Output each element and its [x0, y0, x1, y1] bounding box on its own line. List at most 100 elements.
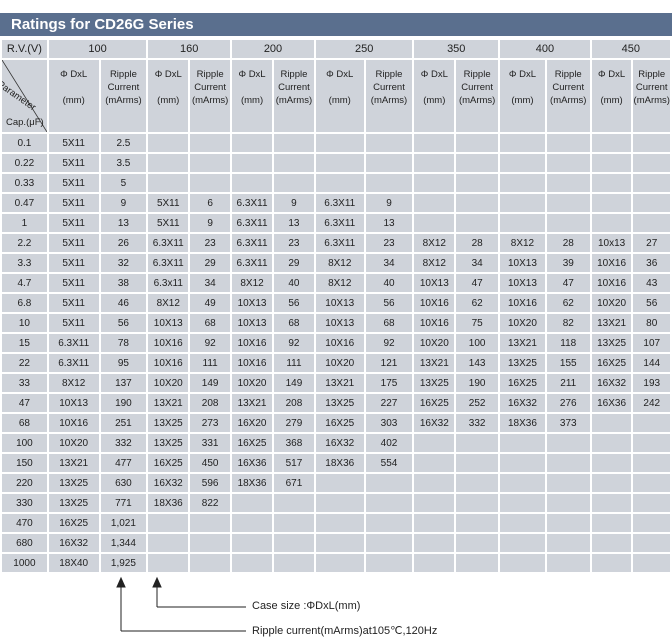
table-row: 470 16X25 1,021 — [2, 514, 670, 532]
ripple-current-cell — [633, 494, 670, 512]
ripple-current-cell — [633, 214, 670, 232]
case-size-cell: 5X11 — [48, 234, 99, 252]
case-size-cell — [591, 494, 632, 512]
ripple-current-cell: 276 — [546, 394, 590, 412]
ripple-current-cell: 9 — [100, 194, 147, 212]
voltage-header: 450 — [591, 40, 670, 58]
ripple-current-cell: 155 — [546, 354, 590, 372]
case-size-cell: 8X12 — [414, 254, 455, 272]
legend-ripple-current: Ripple current(mArms)at105℃,120Hz — [252, 625, 438, 637]
ripple-current-cell — [365, 474, 413, 492]
case-size-cell: 13X25 — [48, 474, 99, 492]
case-size-cell: 10X16 — [232, 334, 272, 352]
ripple-current-cell — [633, 534, 670, 552]
ripple-current-cell: 28 — [546, 234, 590, 252]
ripple-current-cell: 9 — [273, 194, 314, 212]
case-size-cell — [591, 134, 632, 152]
case-size-cell: 6.3X11 — [315, 214, 364, 232]
case-size-cell: 13X21 — [48, 454, 99, 472]
ripple-current-cell: 242 — [633, 394, 670, 412]
ripple-current-cell: 149 — [273, 374, 314, 392]
ripple-current-cell: 193 — [633, 374, 670, 392]
case-size-cell — [500, 514, 545, 532]
case-size-cell: 13X25 — [414, 374, 455, 392]
ripple-current-cell: 43 — [633, 274, 670, 292]
cap-value: 33 — [2, 374, 47, 392]
case-size-cell: 10X13 — [414, 274, 455, 292]
parameter-header-row: Parameter Cap.(μF) Φ DxL (mm) Ripple Current(… — [2, 60, 670, 132]
ripple-current-cell: 75 — [456, 314, 499, 332]
case-size-cell: 10x13 — [591, 234, 632, 252]
voltage-header: 350 — [414, 40, 499, 58]
ripple-current-cell — [546, 134, 590, 152]
ripple-current-cell: 279 — [273, 414, 314, 432]
case-size-cell: 13X21 — [232, 394, 272, 412]
case-size-cell — [500, 134, 545, 152]
table-row: 10 5X11 56 10X13 68 10X13 68 10X13 68 10X16 75 10X2… — [2, 314, 670, 332]
case-size-cell — [414, 514, 455, 532]
ripple-current-cell: 208 — [273, 394, 314, 412]
ripple-current-cell: 9 — [365, 194, 413, 212]
ripple-current-cell — [190, 554, 231, 572]
ripple-current-cell: 95 — [100, 354, 147, 372]
ripple-current-cell: 630 — [100, 474, 147, 492]
ripple-current-cell: 107 — [633, 334, 670, 352]
ripple-current-cell — [633, 154, 670, 172]
case-size-cell — [414, 474, 455, 492]
ripple-current-cell — [456, 134, 499, 152]
table-row: 680 16X32 1,344 — [2, 534, 670, 552]
ripple-current-cell: 92 — [365, 334, 413, 352]
ripple-column-header: Ripple Current (mArms) — [633, 60, 670, 132]
ripple-current-cell: 29 — [190, 254, 231, 272]
case-size-cell: 8X12 — [148, 294, 189, 312]
ripple-current-cell: 273 — [190, 414, 231, 432]
cap-value: 0.22 — [2, 154, 47, 172]
case-size-cell: 10X16 — [414, 294, 455, 312]
ripple-current-cell: 36 — [633, 254, 670, 272]
case-size-cell: 10X16 — [48, 414, 99, 432]
case-size-cell — [500, 154, 545, 172]
case-size-cell: 10X13 — [232, 294, 272, 312]
ripple-current-cell: 144 — [633, 354, 670, 372]
table-row: 47 10X13 190 13X21 208 13X21 208 13X25 227 16X25 2… — [2, 394, 670, 412]
ripple-current-cell: 596 — [190, 474, 231, 492]
case-size-cell — [591, 554, 632, 572]
ripple-current-cell: 56 — [100, 314, 147, 332]
case-size-cell: 18X36 — [500, 414, 545, 432]
ripple-current-cell: 49 — [190, 294, 231, 312]
ripple-current-cell: 23 — [190, 234, 231, 252]
case-size-cell: 6.3X11 — [232, 234, 272, 252]
case-size-cell — [315, 134, 364, 152]
case-size-cell — [500, 494, 545, 512]
case-size-cell: 5X11 — [48, 274, 99, 292]
ripple-current-cell: 39 — [546, 254, 590, 272]
case-size-cell: 16X36 — [232, 454, 272, 472]
ripple-current-cell: 208 — [190, 394, 231, 412]
cap-value: 2.2 — [2, 234, 47, 252]
ripple-current-cell: 13 — [365, 214, 413, 232]
ripple-current-cell: 143 — [456, 354, 499, 372]
ripple-current-cell — [456, 514, 499, 532]
case-size-cell: 8X12 — [500, 234, 545, 252]
ripple-current-cell: 26 — [100, 234, 147, 252]
ripple-current-cell — [456, 434, 499, 452]
case-size-cell: 10X13 — [315, 294, 364, 312]
case-size-cell: 16X32 — [148, 474, 189, 492]
ripple-current-cell: 13 — [273, 214, 314, 232]
ripple-current-cell: 517 — [273, 454, 314, 472]
case-size-cell: 6.3X11 — [315, 194, 364, 212]
ripple-current-cell: 13 — [100, 214, 147, 232]
case-size-cell: 13X25 — [148, 434, 189, 452]
ripple-current-cell: 56 — [633, 294, 670, 312]
ripple-current-cell: 23 — [273, 234, 314, 252]
cap-value: 3.3 — [2, 254, 47, 272]
ripple-current-cell — [546, 474, 590, 492]
ripple-current-cell: 82 — [546, 314, 590, 332]
case-size-cell — [414, 554, 455, 572]
ripple-current-cell: 477 — [100, 454, 147, 472]
table-row: 150 13X21 477 16X25 450 16X36 517 18X36 554 — [2, 454, 670, 472]
cap-value: 470 — [2, 514, 47, 532]
ripple-current-cell — [273, 174, 314, 192]
dxl-column-header: Φ DxL (mm) — [591, 60, 632, 132]
case-size-cell — [591, 474, 632, 492]
